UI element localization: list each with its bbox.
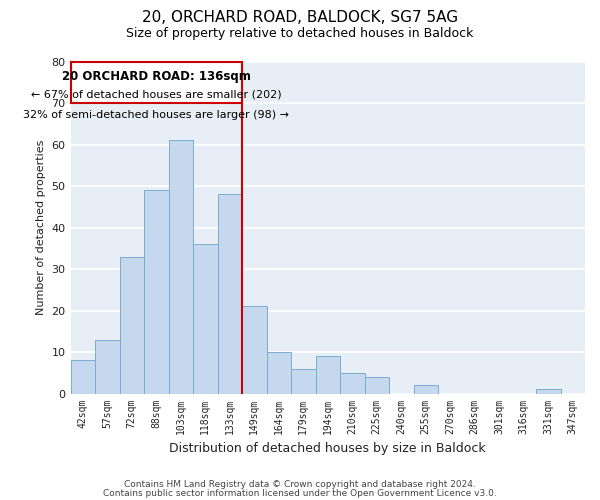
Text: 32% of semi-detached houses are larger (98) →: 32% of semi-detached houses are larger (…: [23, 110, 289, 120]
X-axis label: Distribution of detached houses by size in Baldock: Distribution of detached houses by size …: [169, 442, 486, 455]
Text: Contains public sector information licensed under the Open Government Licence v3: Contains public sector information licen…: [103, 488, 497, 498]
Text: Contains HM Land Registry data © Crown copyright and database right 2024.: Contains HM Land Registry data © Crown c…: [124, 480, 476, 489]
Bar: [193, 244, 218, 394]
Bar: [71, 360, 95, 394]
Bar: [218, 194, 242, 394]
Bar: [365, 377, 389, 394]
Y-axis label: Number of detached properties: Number of detached properties: [36, 140, 46, 315]
Bar: [316, 356, 340, 394]
Bar: [242, 306, 266, 394]
FancyBboxPatch shape: [71, 62, 242, 103]
Bar: [144, 190, 169, 394]
Bar: [536, 390, 560, 394]
Text: 20, ORCHARD ROAD, BALDOCK, SG7 5AG: 20, ORCHARD ROAD, BALDOCK, SG7 5AG: [142, 10, 458, 25]
Bar: [340, 373, 365, 394]
Bar: [266, 352, 291, 394]
Bar: [413, 386, 438, 394]
Text: Size of property relative to detached houses in Baldock: Size of property relative to detached ho…: [127, 28, 473, 40]
Text: 20 ORCHARD ROAD: 136sqm: 20 ORCHARD ROAD: 136sqm: [62, 70, 251, 83]
Text: ← 67% of detached houses are smaller (202): ← 67% of detached houses are smaller (20…: [31, 90, 281, 100]
Bar: [169, 140, 193, 394]
Bar: [291, 368, 316, 394]
Bar: [95, 340, 119, 394]
Bar: [119, 256, 144, 394]
